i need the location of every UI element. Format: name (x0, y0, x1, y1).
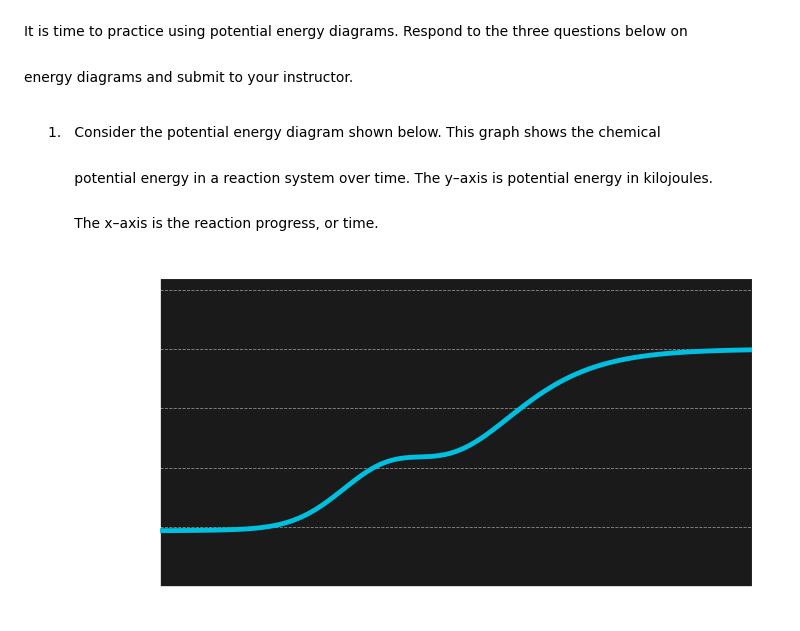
Text: potential energy in a reaction system over time. The y–axis is potential energy : potential energy in a reaction system ov… (48, 172, 713, 186)
Text: Reaction Progress →: Reaction Progress → (349, 587, 554, 604)
Text: It is time to practice using potential energy diagrams. Respond to the three que: It is time to practice using potential e… (24, 25, 688, 39)
Text: The x–axis is the reaction progress, or time.: The x–axis is the reaction progress, or … (48, 217, 378, 231)
Text: energy diagrams and submit to your instructor.: energy diagrams and submit to your instr… (24, 71, 354, 85)
Text: 1.   Consider the potential energy diagram shown below. This graph shows the che: 1. Consider the potential energy diagram… (48, 126, 661, 140)
Y-axis label: Potential Energy (kJ): Potential Energy (kJ) (96, 335, 114, 529)
